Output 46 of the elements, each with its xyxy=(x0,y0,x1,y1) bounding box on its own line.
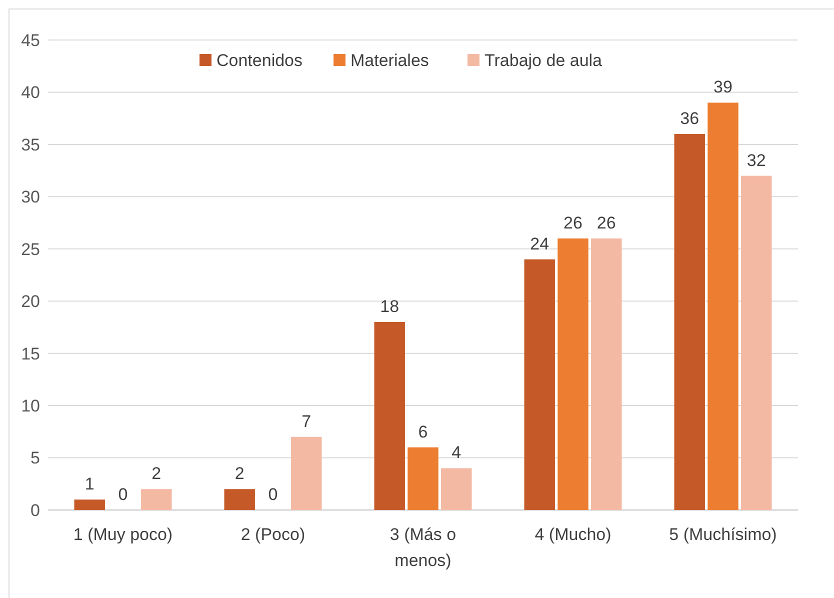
bar xyxy=(591,238,622,510)
x-tick-label: 3 (Más o menos) xyxy=(390,525,456,570)
bar xyxy=(741,176,772,510)
x-tick-label: 5 (Muchísimo) xyxy=(669,525,777,544)
bar xyxy=(558,238,588,510)
bar xyxy=(408,447,438,510)
bar xyxy=(291,436,322,510)
data-label: 2 xyxy=(152,464,162,484)
y-tick-label: 40 xyxy=(21,83,40,102)
bar xyxy=(708,102,738,510)
data-label: 36 xyxy=(680,109,700,128)
data-label: 32 xyxy=(746,150,766,170)
data-label: 4 xyxy=(452,443,462,462)
data-label: 24 xyxy=(530,234,550,254)
y-tick-label: 0 xyxy=(30,500,40,520)
data-label: 26 xyxy=(596,213,616,232)
bar xyxy=(441,468,472,510)
bar xyxy=(74,500,105,510)
data-label: 2 xyxy=(234,464,244,484)
y-tick-label: 10 xyxy=(21,396,40,416)
bar xyxy=(224,489,255,510)
data-label: 1 xyxy=(84,474,94,494)
x-tick-label: 4 (Mucho) xyxy=(534,525,612,544)
y-tick-label: 35 xyxy=(21,135,40,154)
y-tick-label: 15 xyxy=(21,344,40,364)
y-tick-label: 20 xyxy=(21,292,40,312)
data-label: 26 xyxy=(564,213,582,232)
bar xyxy=(374,322,405,510)
data-label: 7 xyxy=(302,412,312,431)
data-label: 0 xyxy=(268,485,278,504)
bar xyxy=(674,134,705,510)
legend-label: Contenidos xyxy=(216,50,303,70)
y-tick-label: 30 xyxy=(21,188,40,207)
legend-label: Trabajo de aula xyxy=(484,50,603,70)
x-tick-label: 2 (Poco) xyxy=(240,525,306,544)
data-label: 39 xyxy=(714,78,732,97)
bar xyxy=(524,259,555,510)
y-tick-label: 45 xyxy=(21,30,40,50)
data-label: 0 xyxy=(118,485,128,504)
data-label: 18 xyxy=(380,297,400,316)
y-tick-label: 5 xyxy=(30,448,40,468)
bar xyxy=(141,489,172,510)
legend-label: Materiales xyxy=(350,50,429,70)
data-label: 6 xyxy=(418,422,428,442)
y-tick-label: 25 xyxy=(21,240,40,259)
x-tick-label: 1 (Muy poco) xyxy=(73,525,173,544)
